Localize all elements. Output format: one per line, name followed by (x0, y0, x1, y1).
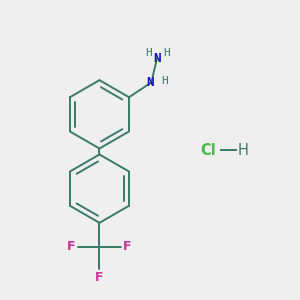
Text: N: N (146, 76, 154, 89)
Text: H: H (161, 76, 168, 86)
Text: F: F (67, 240, 76, 253)
Text: N: N (154, 52, 161, 65)
Text: F: F (123, 240, 132, 253)
Text: H: H (163, 48, 169, 58)
Text: H: H (238, 142, 248, 158)
Text: F: F (95, 271, 104, 284)
Text: H: H (145, 48, 152, 58)
Text: Cl: Cl (200, 142, 216, 158)
